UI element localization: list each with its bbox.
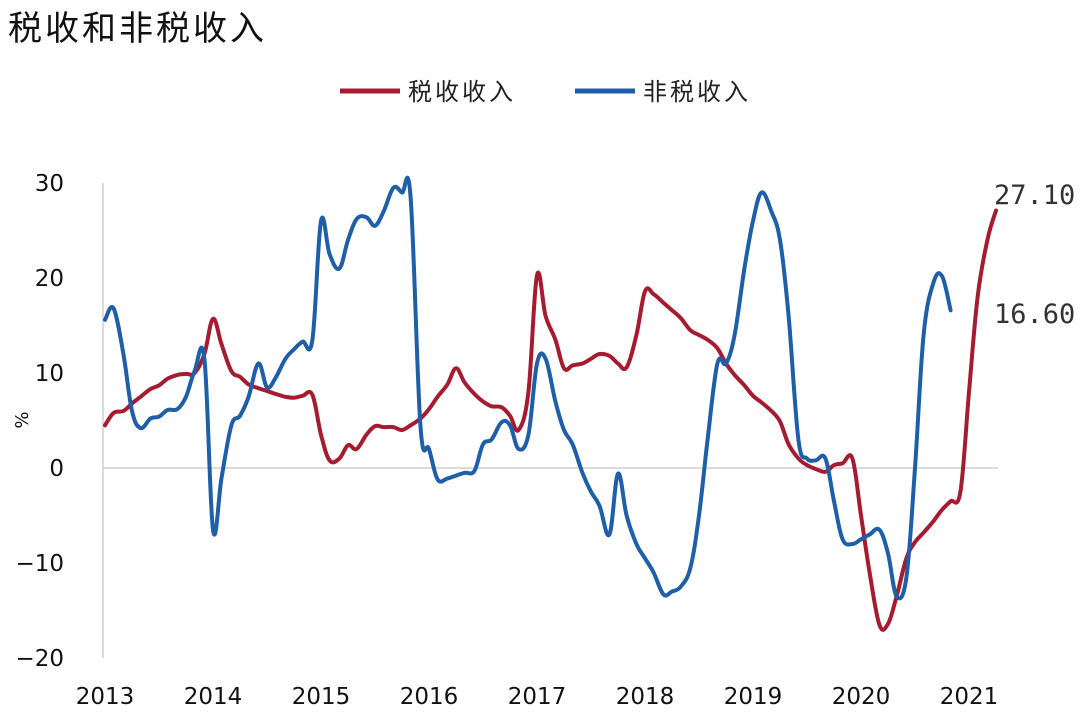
x-tick-label: 2014 (184, 684, 243, 710)
end-label-nontax: 16.60 (994, 299, 1075, 330)
x-tick-label: 2016 (400, 684, 459, 710)
end-label-tax: 27.10 (994, 180, 1075, 211)
y-tick-label: 0 (49, 456, 64, 482)
y-tick-label: 30 (35, 171, 64, 197)
series-line-tax (103, 208, 998, 632)
x-tick-label: 2019 (724, 684, 783, 710)
legend-label-tax: 税收收入 (408, 78, 516, 106)
y-tick-label: −20 (15, 646, 64, 672)
y-tick-label: −10 (15, 551, 64, 577)
x-ticks: 2013 2014 2015 2016 2017 2018 2019 2020 … (76, 684, 999, 710)
x-tick-label: 2021 (940, 684, 999, 710)
y-tick-label: 20 (35, 266, 64, 292)
legend: 税收收入 非税收入 (340, 78, 751, 106)
x-tick-label: 2020 (832, 684, 891, 710)
y-ticks: −20 −10 0 10 20 30 (15, 171, 64, 672)
chart-title: 税收和非税收入 (8, 9, 267, 49)
y-axis-label: % (12, 411, 33, 428)
x-tick-label: 2017 (508, 684, 567, 710)
series-line-nontax (103, 175, 953, 601)
x-tick-label: 2013 (76, 684, 135, 710)
y-tick-label: 10 (35, 361, 64, 387)
x-tick-label: 2015 (292, 684, 351, 710)
legend-label-nontax: 非税收入 (643, 78, 751, 106)
x-tick-label: 2018 (616, 684, 675, 710)
